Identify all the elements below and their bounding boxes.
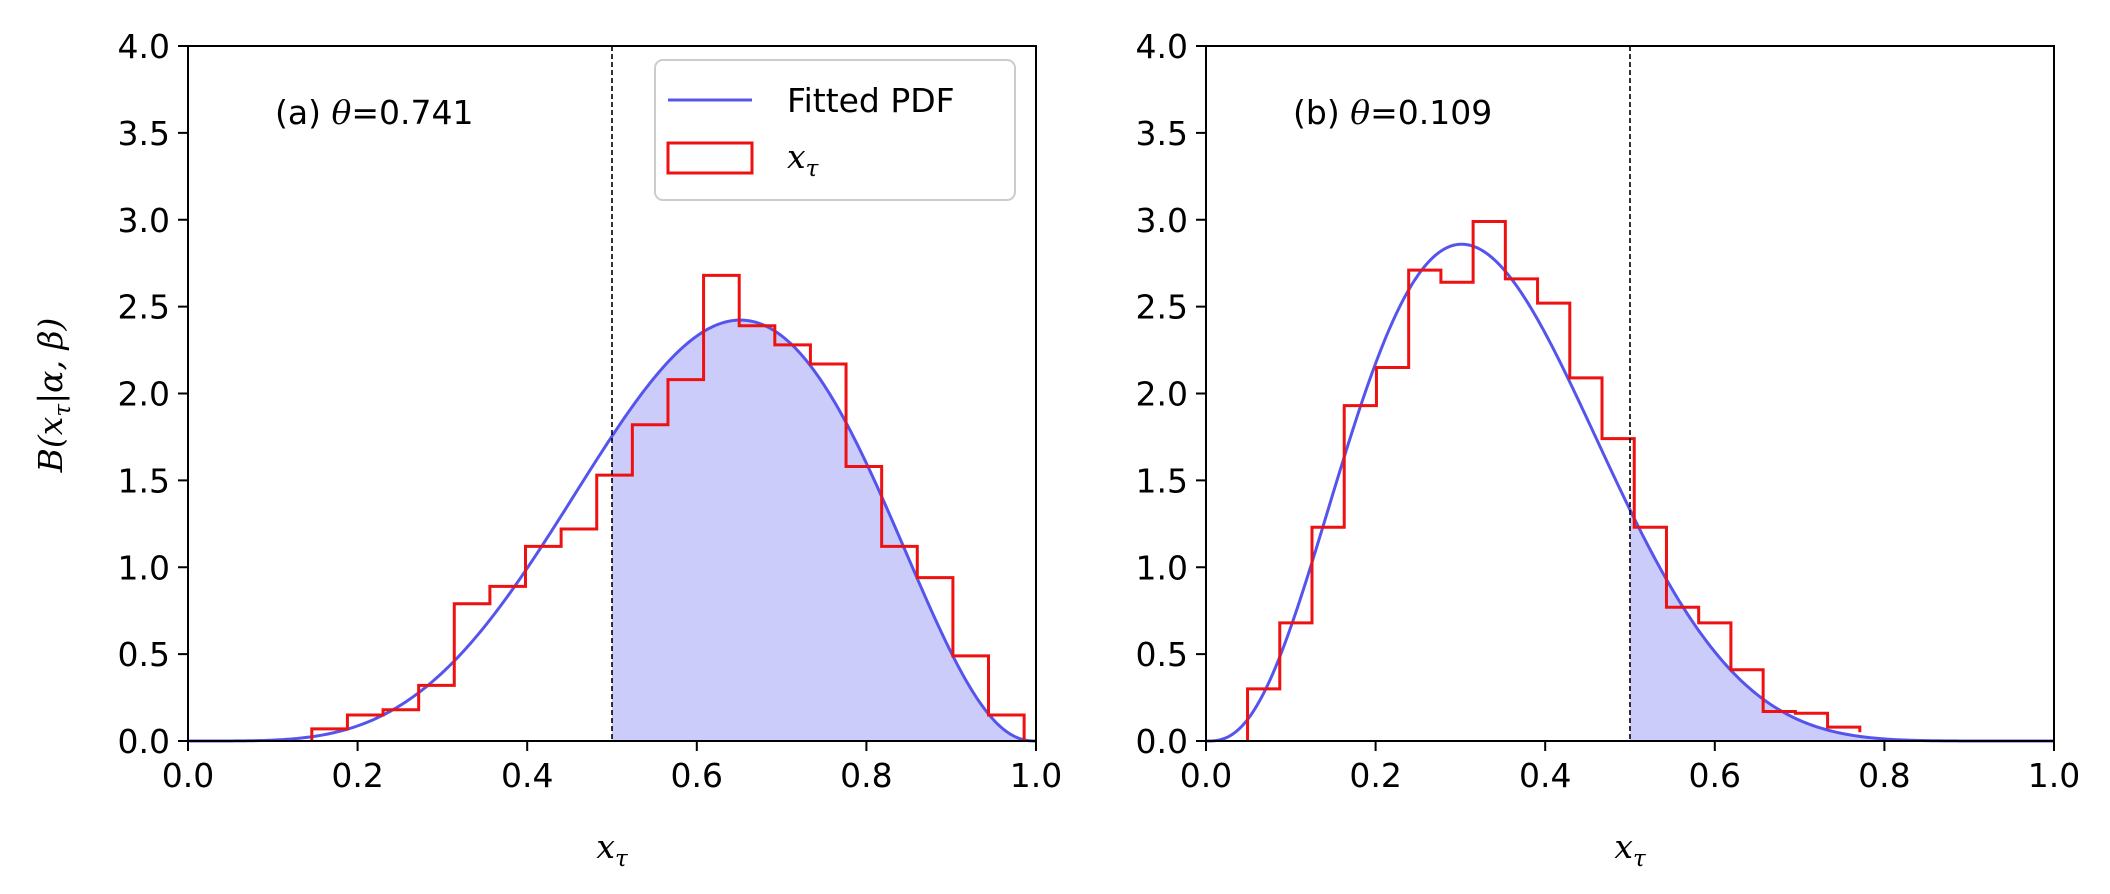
fitted-pdf-curve: [188, 318, 1037, 743]
pdf-shade-area: [612, 320, 1036, 741]
y-tick-label: 3.5: [1136, 114, 1188, 153]
pdf-shaded-region: [612, 320, 1036, 741]
x-tick-label: 0.8: [840, 756, 892, 795]
y-tick-label: 1.0: [118, 548, 170, 587]
legend-hist-swatch: [666, 141, 754, 175]
panel-annotation: (a) θ=0.741: [275, 93, 473, 132]
y-tick-label: 1.0: [1136, 548, 1188, 587]
x-tick-label: 0.0: [162, 756, 214, 795]
y-tick-label: 0.0: [118, 722, 170, 761]
panel-a: 0.0 0.2 0.4 0.6 0.8 1.0 0.0 0.5 1.0 1.5 2.0 2.5 3.0…: [31, 27, 1062, 872]
y-tick-label: 0.5: [118, 635, 170, 674]
y-tick-label: 3.5: [118, 114, 170, 153]
histogram-steps: [310, 273, 1026, 742]
y-tick-label: 4.0: [118, 27, 170, 66]
x-tick-label: 0.2: [331, 756, 383, 795]
y-tick-label: 1.5: [118, 461, 170, 500]
legend-box: [654, 59, 1016, 201]
x-axis-ticks: 0.0 0.2 0.4 0.6 0.8 1.0: [162, 741, 1062, 795]
x-tick-label: 0.4: [501, 756, 553, 795]
x-tick-label: 0.4: [1519, 756, 1571, 795]
pdf-shade-area: [1630, 509, 2054, 741]
y-tick-label: 0.5: [1136, 635, 1188, 674]
y-tick-label: 1.5: [1136, 461, 1188, 500]
x-tick-label: 0.6: [671, 756, 723, 795]
fitted-pdf-line: [188, 318, 1037, 743]
pdf-shaded-region: [1630, 509, 2054, 741]
y-axis-ticks: 0.0 0.5 1.0 1.5 2.0 2.5 3.0 3.5 4.0: [1136, 27, 1206, 761]
y-tick-label: 4.0: [1136, 27, 1188, 66]
histogram-steps: [1246, 219, 1862, 741]
legend-pdf-label: Fitted PDF: [787, 81, 955, 120]
panel-b: 0.0 0.2 0.4 0.6 0.8 1.0 0.0 0.5 1.0 1.5 2.0 2.5 3.0…: [1136, 27, 2081, 872]
y-tick-label: 2.0: [118, 375, 170, 414]
y-axis-ticks: 0.0 0.5 1.0 1.5 2.0 2.5 3.0 3.5 4.0: [118, 27, 188, 761]
y-tick-label: 3.0: [1136, 201, 1188, 240]
x-tick-label: 0.2: [1349, 756, 1401, 795]
y-tick-label: 2.5: [1136, 288, 1188, 327]
x-axis-label: xτ: [1614, 827, 1647, 872]
histogram-outline: [310, 273, 1026, 742]
y-tick-label: 0.0: [1136, 722, 1188, 761]
x-axis-label: xτ: [596, 827, 629, 872]
histogram-outline: [1246, 219, 1862, 741]
y-axis-label: B(xτ|α, β): [31, 318, 76, 474]
x-axis-ticks: 0.0 0.2 0.4 0.6 0.8 1.0: [1180, 741, 2080, 795]
y-tick-label: 3.0: [118, 201, 170, 240]
legend-hist-label: xτ: [787, 137, 820, 182]
panel-annotation: (b) θ=0.109: [1293, 93, 1492, 132]
x-tick-label: 1.0: [1010, 756, 1062, 795]
x-tick-label: 1.0: [2028, 756, 2080, 795]
y-tick-label: 2.0: [1136, 375, 1188, 414]
y-tick-label: 2.5: [118, 288, 170, 327]
legend: Fitted PDF xτ: [654, 59, 1016, 201]
x-tick-label: 0.8: [1858, 756, 1910, 795]
x-tick-label: 0.6: [1689, 756, 1741, 795]
x-tick-label: 0.0: [1180, 756, 1232, 795]
